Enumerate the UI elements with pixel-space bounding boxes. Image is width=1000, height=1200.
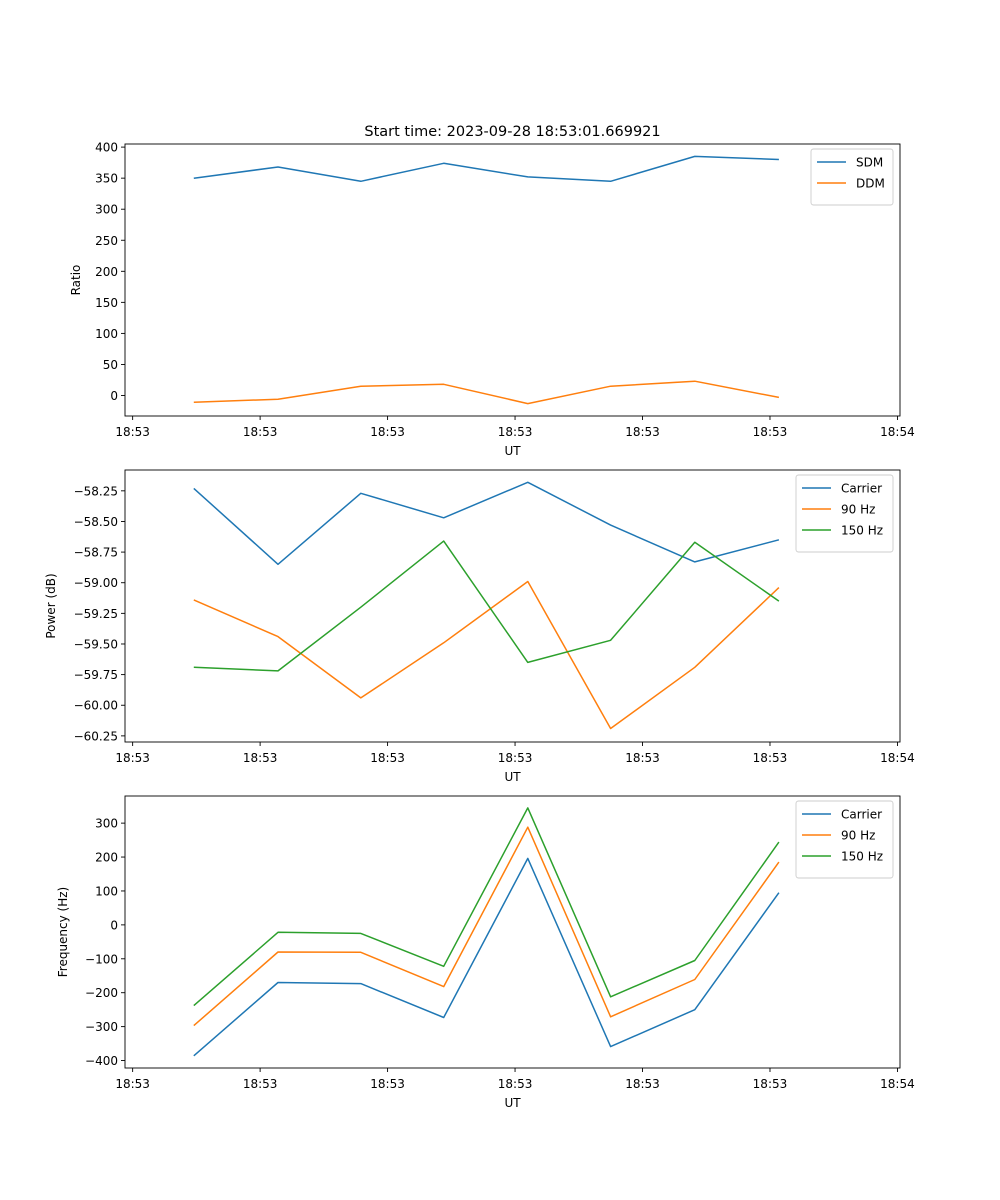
x-tick-label: 18:53 xyxy=(498,425,533,439)
y-tick-label: 0 xyxy=(110,918,118,932)
axes-frame xyxy=(124,143,901,417)
x-tick-label: 18:54 xyxy=(880,425,915,439)
legend-label: SDM xyxy=(856,156,883,170)
y-tick-label: 200 xyxy=(95,265,118,279)
y-tick-label: 400 xyxy=(95,141,118,155)
legend-box xyxy=(795,800,894,879)
x-tick-label: 18:53 xyxy=(753,1077,788,1091)
series-line-150-hz xyxy=(193,540,780,672)
x-tick-label: 18:53 xyxy=(243,751,278,765)
y-tick-label: −200 xyxy=(85,986,118,1000)
x-axis-label: UT xyxy=(504,1096,521,1110)
x-tick-label: 18:53 xyxy=(115,751,150,765)
y-tick-label: 300 xyxy=(95,817,118,831)
y-axis-label: Power (dB) xyxy=(44,573,58,638)
y-tick-label: −59.50 xyxy=(74,637,118,651)
legend-label: 150 Hz xyxy=(841,524,883,538)
series-line-150-hz xyxy=(193,807,780,1007)
y-tick-label: 350 xyxy=(95,172,118,186)
y-tick-label: −59.00 xyxy=(74,576,118,590)
axes-frame xyxy=(124,469,901,743)
legend-box xyxy=(795,474,894,553)
legend-label: Carrier xyxy=(841,808,882,822)
legend: Carrier 90 Hz 150 Hz xyxy=(795,800,894,879)
y-tick-label: 200 xyxy=(95,851,118,865)
x-tick-label: 18:53 xyxy=(498,1077,533,1091)
series-line-90-hz xyxy=(193,580,780,730)
subplot-1: 18:53 18:53 18:53 18:53 18:53 18:53 18:54 0 50 10… xyxy=(69,141,915,458)
series-line-carrier xyxy=(193,481,780,566)
legend: Carrier 90 Hz 150 Hz xyxy=(795,474,894,553)
figure-title: Start time: 2023-09-28 18:53:01.669921 xyxy=(364,124,660,140)
x-tick-label: 18:53 xyxy=(243,425,278,439)
x-tick-label: 18:54 xyxy=(880,751,915,765)
legend-label: Carrier xyxy=(841,482,882,496)
x-tick-label: 18:53 xyxy=(625,1077,660,1091)
y-tick-label: −300 xyxy=(85,1020,118,1034)
legend-label: 90 Hz xyxy=(841,829,875,843)
series-line-90-hz xyxy=(193,826,780,1027)
x-tick-label: 18:53 xyxy=(753,751,788,765)
y-tick-label: 250 xyxy=(95,234,118,248)
x-tick-label: 18:53 xyxy=(370,1077,405,1091)
y-tick-label: 0 xyxy=(110,389,118,403)
subplot-3: 18:53 18:53 18:53 18:53 18:53 18:53 18:54 −400 −… xyxy=(56,795,915,1110)
y-tick-label: −59.25 xyxy=(74,607,118,621)
y-tick-label: 300 xyxy=(95,203,118,217)
y-tick-label: −60.00 xyxy=(74,699,118,713)
subplot-2: 18:53 18:53 18:53 18:53 18:53 18:53 18:54 −58.2… xyxy=(44,469,915,784)
y-tick-label: 50 xyxy=(103,358,118,372)
y-tick-label: −58.75 xyxy=(74,546,118,560)
x-tick-label: 18:53 xyxy=(753,425,788,439)
x-tick-label: 18:53 xyxy=(115,1077,150,1091)
x-tick-label: 18:53 xyxy=(625,425,660,439)
y-tick-label: −100 xyxy=(85,952,118,966)
y-tick-label: −400 xyxy=(85,1054,118,1068)
x-tick-label: 18:53 xyxy=(625,751,660,765)
series-line-ddm xyxy=(193,380,780,405)
y-tick-label: −60.25 xyxy=(74,729,118,743)
x-tick-label: 18:54 xyxy=(880,1077,915,1091)
y-tick-label: 150 xyxy=(95,296,118,310)
axes-frame xyxy=(124,795,901,1069)
y-axis-label: Frequency (Hz) xyxy=(56,887,70,978)
legend-label: 150 Hz xyxy=(841,850,883,864)
y-tick-label: 100 xyxy=(95,327,118,341)
legend: SDM DDM xyxy=(810,148,894,206)
x-axis-label: UT xyxy=(504,444,521,458)
x-tick-label: 18:53 xyxy=(370,751,405,765)
legend-label: 90 Hz xyxy=(841,503,875,517)
legend-label: DDM xyxy=(856,177,885,191)
legend-box xyxy=(810,148,894,206)
x-tick-label: 18:53 xyxy=(498,751,533,765)
series-line-sdm xyxy=(193,155,779,183)
series-line-carrier xyxy=(193,857,780,1057)
y-axis-label: Ratio xyxy=(69,265,83,296)
y-tick-label: −58.25 xyxy=(74,484,118,498)
x-axis-label: UT xyxy=(504,770,521,784)
x-tick-label: 18:53 xyxy=(370,425,405,439)
x-tick-label: 18:53 xyxy=(115,425,150,439)
y-tick-label: −58.50 xyxy=(74,515,118,529)
y-tick-label: −59.75 xyxy=(74,668,118,682)
x-tick-label: 18:53 xyxy=(243,1077,278,1091)
y-tick-label: 100 xyxy=(95,884,118,898)
